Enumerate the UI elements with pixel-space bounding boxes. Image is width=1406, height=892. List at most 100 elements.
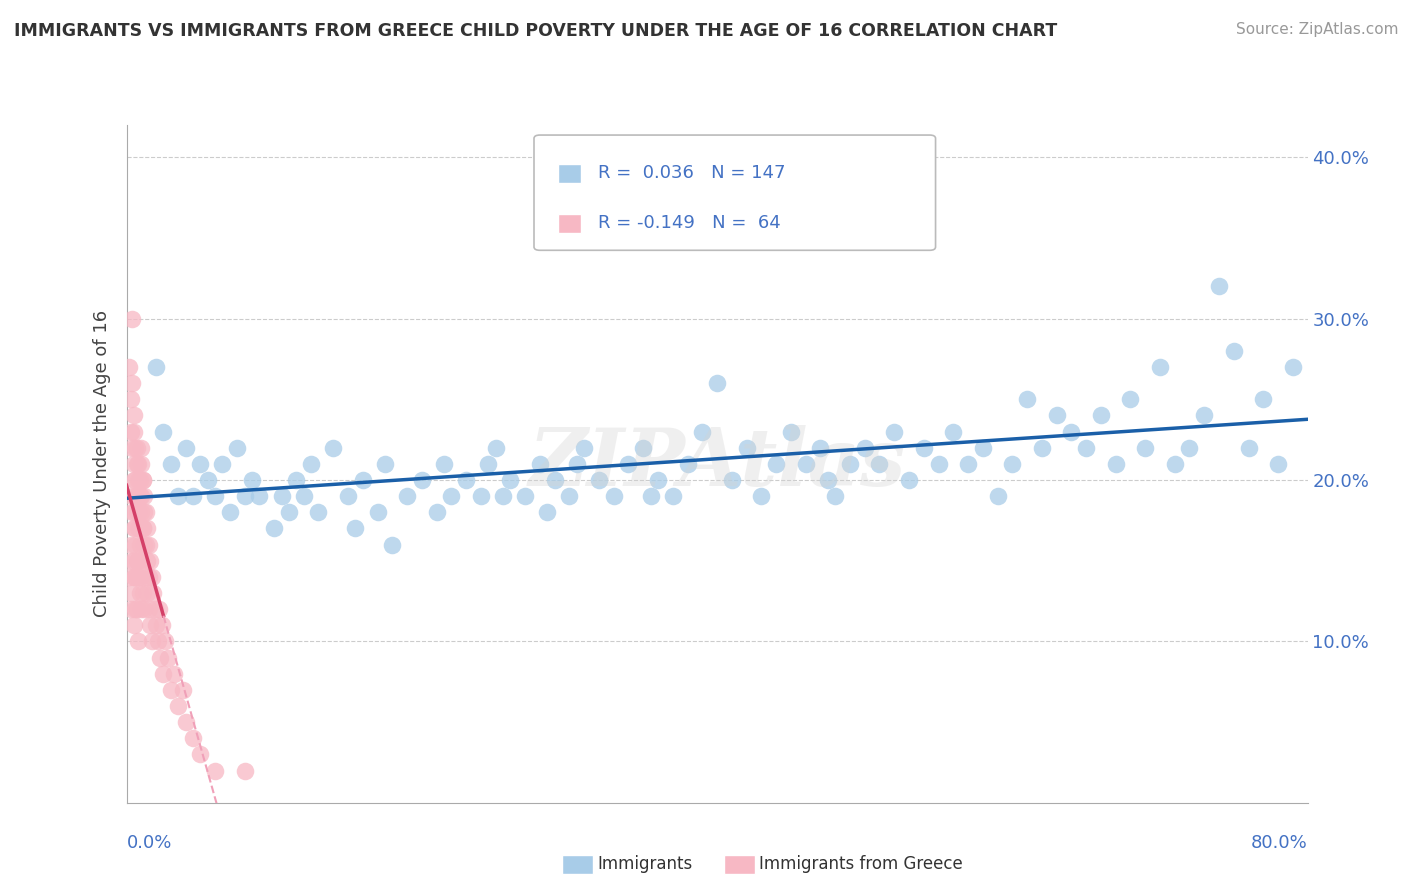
- Point: [558, 489, 581, 503]
- Point: [143, 602, 166, 616]
- Point: [396, 489, 419, 503]
- Point: [972, 441, 994, 455]
- Point: [141, 570, 163, 584]
- Point: [1133, 441, 1156, 455]
- Point: [129, 489, 153, 503]
- Point: [121, 376, 143, 391]
- Point: [146, 634, 169, 648]
- Point: [167, 698, 190, 713]
- Point: [676, 457, 699, 471]
- Point: [381, 537, 404, 551]
- Point: [631, 441, 654, 455]
- Point: [425, 505, 447, 519]
- Point: [128, 570, 150, 584]
- Point: [163, 666, 186, 681]
- Point: [122, 409, 145, 423]
- Point: [136, 554, 159, 568]
- Point: [765, 457, 787, 471]
- Point: [247, 489, 270, 503]
- Point: [515, 489, 537, 503]
- Point: [278, 505, 301, 519]
- Point: [1237, 441, 1260, 455]
- Point: [128, 586, 150, 600]
- Point: [1178, 441, 1201, 455]
- Point: [134, 602, 156, 616]
- Point: [942, 425, 965, 439]
- Point: [307, 505, 329, 519]
- Point: [124, 489, 146, 503]
- Point: [492, 489, 515, 503]
- Point: [152, 425, 174, 439]
- Point: [838, 457, 860, 471]
- Point: [122, 473, 145, 487]
- Text: R =  0.036   N = 147: R = 0.036 N = 147: [599, 164, 786, 182]
- Point: [197, 473, 219, 487]
- Point: [987, 489, 1010, 503]
- Point: [132, 586, 155, 600]
- Point: [204, 764, 226, 778]
- Point: [120, 537, 142, 551]
- Point: [824, 489, 846, 503]
- Point: [127, 634, 149, 648]
- Point: [928, 457, 950, 471]
- Point: [574, 441, 596, 455]
- Point: [817, 473, 839, 487]
- Point: [148, 602, 170, 616]
- Point: [211, 457, 233, 471]
- FancyBboxPatch shape: [534, 135, 935, 251]
- Point: [352, 473, 374, 487]
- Point: [141, 634, 163, 648]
- Point: [138, 537, 160, 551]
- Point: [1164, 457, 1187, 471]
- Point: [128, 489, 150, 503]
- Point: [125, 489, 148, 503]
- Point: [127, 473, 149, 487]
- Point: [125, 602, 148, 616]
- Point: [122, 618, 145, 632]
- Point: [121, 489, 143, 503]
- Point: [529, 457, 551, 471]
- Point: [640, 489, 662, 503]
- Point: [152, 666, 174, 681]
- Point: [536, 505, 558, 519]
- Point: [470, 489, 492, 503]
- Point: [120, 392, 142, 407]
- Point: [661, 489, 683, 503]
- Point: [129, 457, 153, 471]
- Point: [1208, 279, 1230, 293]
- Point: [433, 457, 456, 471]
- Point: [132, 473, 155, 487]
- Point: [132, 521, 155, 535]
- Point: [124, 602, 146, 616]
- Point: [132, 521, 155, 535]
- Point: [263, 521, 285, 535]
- Point: [484, 441, 508, 455]
- Point: [129, 602, 153, 616]
- Point: [181, 731, 204, 746]
- FancyBboxPatch shape: [558, 213, 581, 233]
- Point: [617, 457, 640, 471]
- Point: [690, 425, 713, 439]
- Point: [118, 570, 141, 584]
- Point: [135, 537, 157, 551]
- Point: [322, 441, 344, 455]
- Point: [127, 570, 149, 584]
- Point: [145, 359, 167, 374]
- Point: [139, 554, 162, 568]
- Point: [122, 570, 145, 584]
- Point: [869, 457, 891, 471]
- Point: [125, 554, 148, 568]
- Point: [565, 457, 588, 471]
- Point: [174, 715, 197, 730]
- Point: [337, 489, 360, 503]
- Point: [454, 473, 477, 487]
- Point: [240, 473, 263, 487]
- Point: [1031, 441, 1053, 455]
- Point: [159, 457, 183, 471]
- Point: [121, 586, 143, 600]
- Point: [136, 521, 159, 535]
- Point: [810, 441, 832, 455]
- Point: [1017, 392, 1039, 407]
- Text: Immigrants from Greece: Immigrants from Greece: [759, 855, 963, 873]
- Point: [344, 521, 367, 535]
